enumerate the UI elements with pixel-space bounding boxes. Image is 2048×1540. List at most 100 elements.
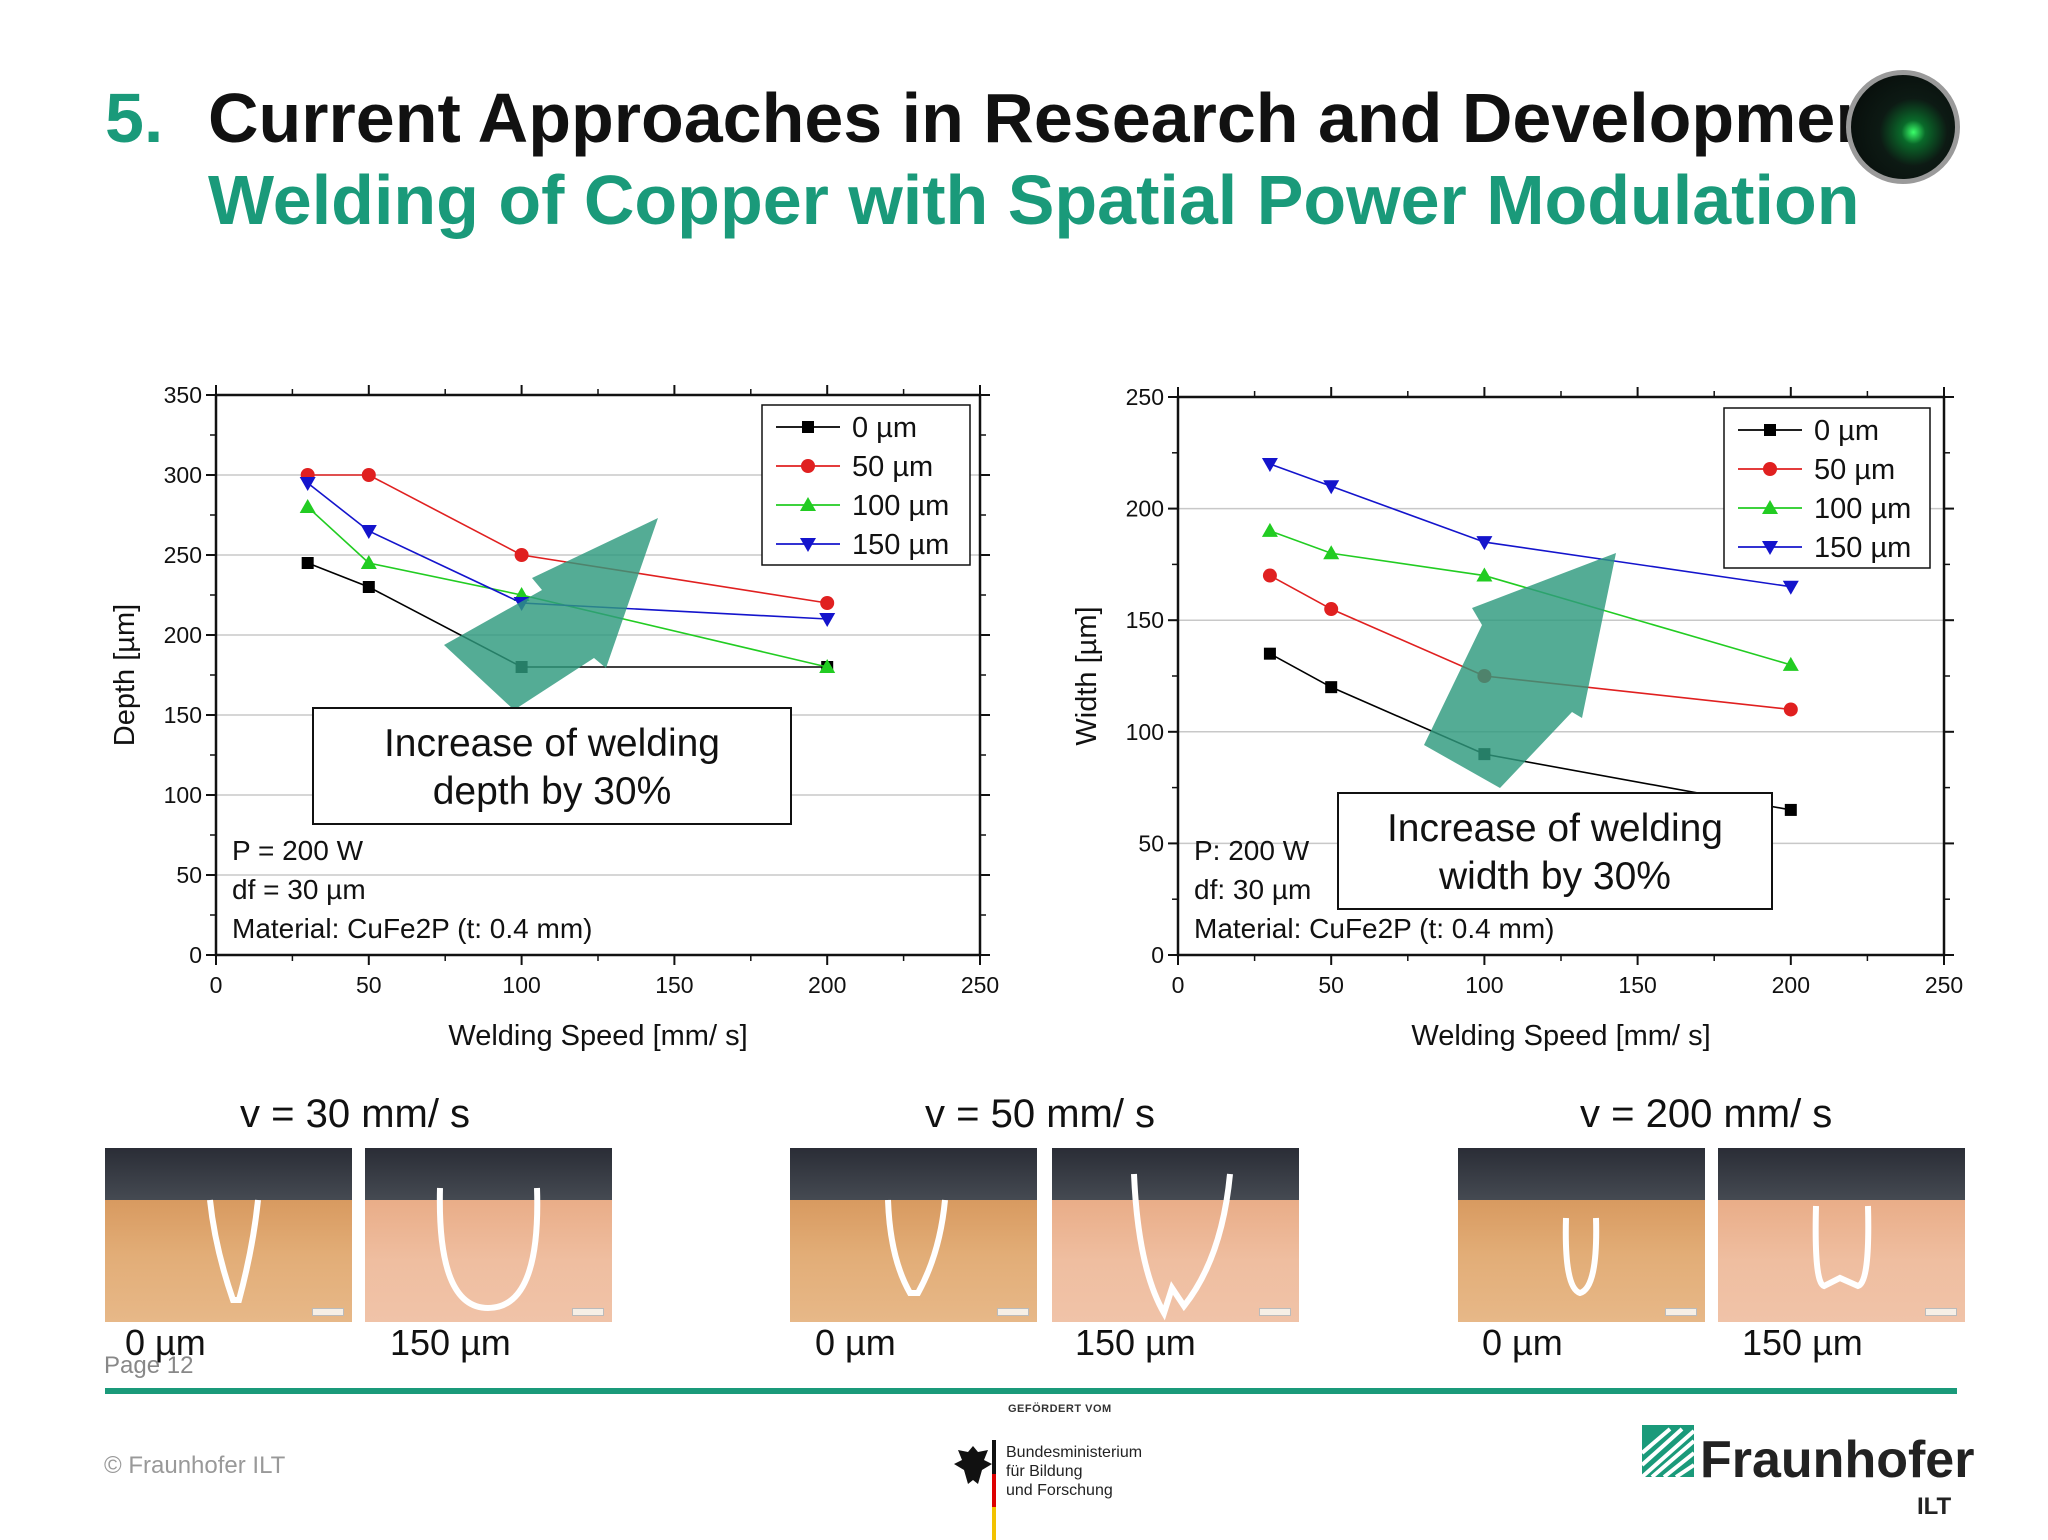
y-tick-label: 150 [1126,607,1164,633]
x-tick-label: 250 [1925,972,1963,998]
micrograph-label: 150 µm [390,1322,511,1363]
data-point [1323,545,1340,560]
depth-chart: 0 50 100 150 200 250 0 50 100 150 200 250 300 350 Weld… [109,382,999,1052]
x-axis-label: Welding Speed [mm/ s] [448,1020,747,1052]
data-point [1782,580,1799,595]
y-tick-label: 200 [164,622,202,648]
parameter-text: df = 30 µm [232,874,366,905]
legend-box [1723,407,1931,569]
micrograph-150um [365,1148,612,1322]
data-point [1262,568,1277,583]
series-50-m [300,468,835,610]
data-point [1762,541,1778,555]
legend-entry: 0 µm [852,412,917,444]
callout-text: Increase of welding [1387,807,1723,850]
series-line [307,506,828,668]
callout-text: width by 30% [1438,855,1671,898]
x-tick-label: 250 [961,972,999,998]
data-point [1782,656,1799,671]
y-tick-label: 150 [164,702,202,728]
legend-entry: 50 µm [852,451,933,483]
series-line [1269,652,1791,811]
parameter-text: Material: CuFe2P (t: 0.4 mm) [1194,913,1554,944]
fraunhofer-logo-mark [1642,1425,1694,1477]
data-point [299,499,316,513]
series-100-m [1261,522,1799,671]
increase-arrow [1424,553,1616,788]
velocity-label: v = 50 mm/ s [925,1092,1156,1136]
data-point [362,581,375,593]
data-point [299,477,316,491]
data-point [819,659,836,673]
data-point [1263,647,1276,660]
data-point [1261,457,1278,472]
micrograph-label: 150 µm [1742,1322,1863,1363]
x-tick-label: 0 [1172,972,1185,998]
x-axis-label: Welding Speed [mm/ s] [1411,1020,1710,1052]
micrograph-0um [1458,1148,1705,1322]
x-tick-label: 50 [356,972,382,998]
funded-by-label: GEFÖRDERT VOM [1008,1403,1112,1415]
data-point [1323,480,1340,495]
data-point [360,555,377,569]
callout-box [1337,792,1773,910]
footer-divider [105,1388,1957,1394]
parameter-text: Material: CuFe2P (t: 0.4 mm) [232,913,592,944]
series-line [307,482,828,620]
ministry-name: Bundesministerium für Bildung und Forsch… [1006,1444,1143,1499]
y-tick-label: 0 [1151,942,1164,968]
x-tick-label: 50 [1318,972,1344,998]
data-point [1324,602,1339,617]
data-point [1476,536,1493,551]
copyright: © Fraunhofer ILT [104,1452,286,1479]
data-point [802,421,814,433]
data-point [514,548,529,562]
data-point [800,497,816,511]
micrograph-0um [790,1148,1037,1322]
x-tick-label: 100 [1465,972,1503,998]
y-tick-label: 250 [164,542,202,568]
series-line [307,474,828,604]
y-tick-label: 300 [164,462,202,488]
section-number: 5. [105,79,164,157]
parameter-text: P: 200 W [1194,835,1310,866]
micrograph-0um [105,1148,352,1322]
increase-arrow [444,518,658,710]
legend-entry: 150 µm [852,529,949,561]
x-tick-label: 150 [1618,972,1656,998]
bmbf-eagle-logo [954,1440,996,1540]
x-tick-label: 150 [655,972,693,998]
data-point [1762,500,1778,514]
width-chart: 0 50 100 150 200 250 0 50 100 150 200 250 Welding Sp… [1071,384,1963,1052]
x-tick-label: 0 [210,972,223,998]
series-150-m [1261,457,1799,595]
y-tick-label: 100 [1126,719,1164,745]
data-point [1325,681,1338,694]
x-tick-label: 200 [808,972,846,998]
legend-entry: 100 µm [852,490,949,522]
data-point [360,525,377,539]
velocity-label: v = 200 mm/ s [1580,1092,1833,1136]
y-tick-label: 0 [189,942,202,968]
y-axis-label: Width [µm] [1071,606,1103,745]
legend: 0 µm 50 µm 100 µm 150 µm [1723,407,1931,569]
data-point [301,557,314,569]
callout-text: depth by 30% [433,770,672,813]
parameter-text: P = 200 W [232,835,364,866]
laser-photo-thumbnail [1846,70,1960,184]
callout-text: Increase of welding [384,722,720,765]
fraunhofer-logo-text: Fraunhofer [1700,1431,1975,1489]
legend-entry: 100 µm [1814,493,1911,525]
velocity-label: v = 30 mm/ s [240,1092,471,1136]
x-tick-label: 100 [502,972,540,998]
legend-entry: 0 µm [1814,415,1879,447]
callout: Increase of welding width by 30% [1337,792,1773,910]
x-tick-label: 200 [1772,972,1810,998]
page-number: Page 12 [104,1352,194,1379]
data-point [819,613,836,627]
data-point [820,596,835,610]
legend-entry: 150 µm [1814,532,1911,564]
series-line [1269,463,1791,588]
data-point [1764,424,1776,436]
data-point [1261,522,1278,537]
